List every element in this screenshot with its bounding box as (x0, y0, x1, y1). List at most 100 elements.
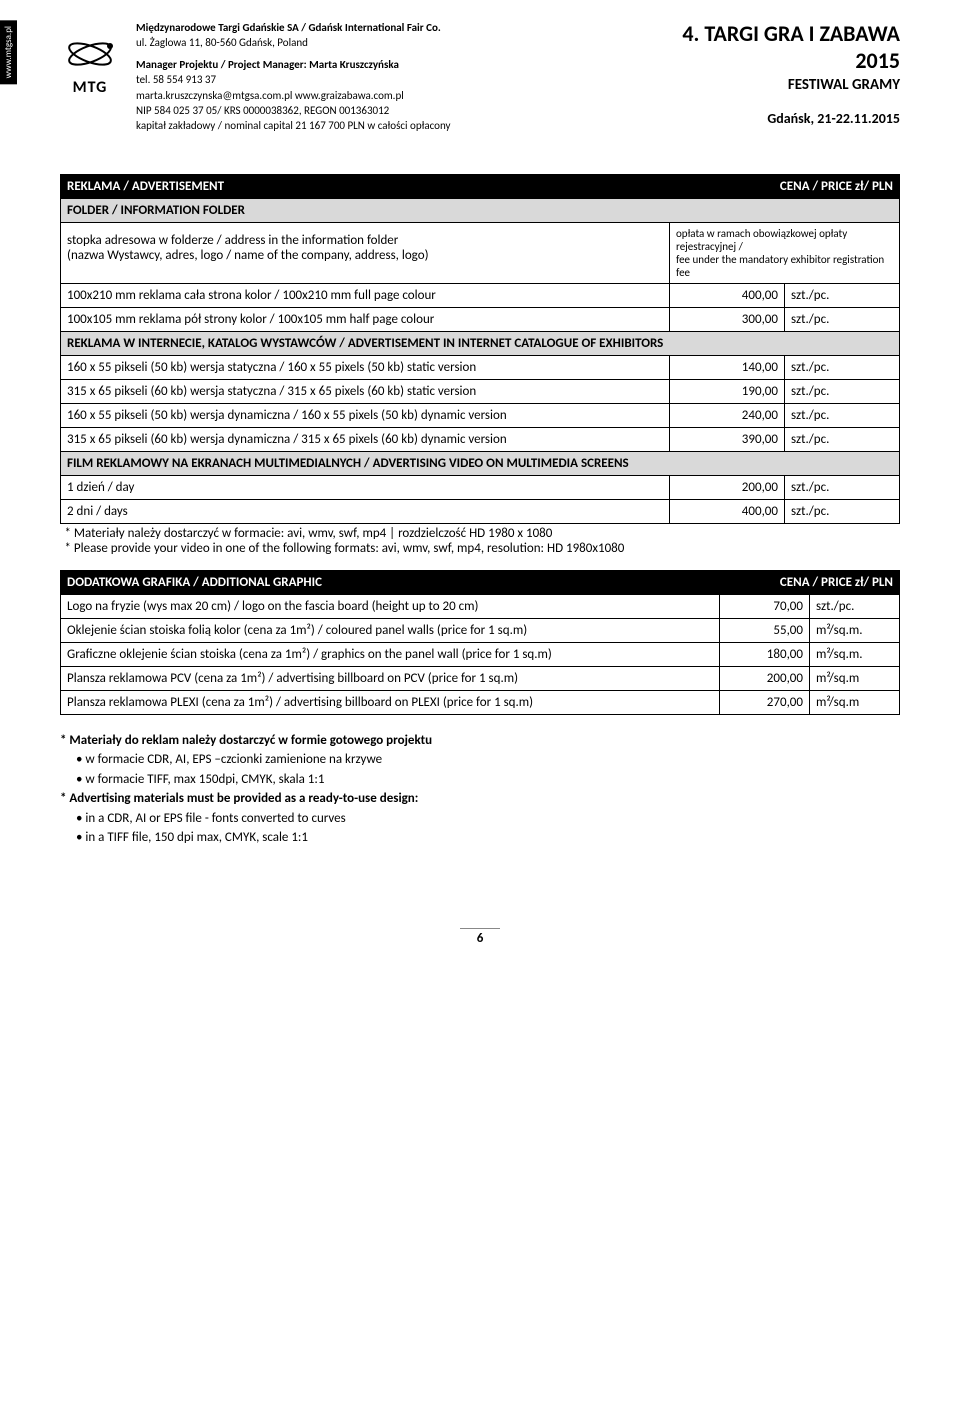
desc-cell: stopka adresowa w folderze / address in … (61, 222, 670, 283)
notes-line: • w formacie CDR, AI, EPS –czcionki zami… (60, 750, 900, 770)
price-cell: 200,00 (720, 666, 810, 690)
unit-cell: szt./pc. (785, 499, 900, 523)
table-row: Logo na fryzie (wys max 20 cm) / logo on… (61, 594, 900, 618)
table-row: Graficzne oklejenie ścian stoiska (cena … (61, 642, 900, 666)
event-subtitle: FESTIWAL GRAMY (682, 76, 900, 94)
unit-cell: szt./pc. (785, 283, 900, 307)
sub-header-internet: REKLAMA W INTERNECIE, KATALOG WYSTAWCÓW … (61, 331, 900, 355)
notes-line: • in a TIFF file, 150 dpi max, CMYK, sca… (60, 828, 900, 848)
unit-cell: szt./pc. (785, 403, 900, 427)
sub-header-row: FILM REKLAMOWY NA EKRANACH MULTIMEDIALNY… (61, 451, 900, 475)
table-row: 315 x 65 pikseli (60 kb) wersja dynamicz… (61, 427, 900, 451)
header-right-cell: CENA / PRICE zł/ PLN (720, 570, 900, 594)
price-cell: 240,00 (670, 403, 785, 427)
desc-cell: 315 x 65 pikseli (60 kb) wersja statyczn… (61, 379, 670, 403)
sub-header-row: FOLDER / INFORMATION FOLDER (61, 198, 900, 222)
price-cell: 55,00 (720, 618, 810, 642)
manager-label: Manager Projektu / Project Manager: Mart… (136, 57, 451, 72)
desc-cell: 160 x 55 pikseli (50 kb) wersja statyczn… (61, 355, 670, 379)
unit-cell: m²/sq.m. (810, 618, 900, 642)
unit-cell: m²/sq.m (810, 666, 900, 690)
desc-cell: 315 x 65 pikseli (60 kb) wersja dynamicz… (61, 427, 670, 451)
notes-line: • in a CDR, AI or EPS file - fonts conve… (60, 809, 900, 829)
price-cell: 400,00 (670, 283, 785, 307)
additional-graphic-table: DODATKOWA GRAFIKA / ADDITIONAL GRAPHIC C… (60, 570, 900, 715)
table-row: 1 dzień / day 200,00 szt./pc. (61, 475, 900, 499)
notes-block: * Materiały do reklam należy dostarczyć … (60, 731, 900, 848)
table-row: Plansza reklamowa PCV (cena za 1m²) / ad… (61, 666, 900, 690)
desc-cell: 100x105 mm reklama pół strony kolor / 10… (61, 307, 670, 331)
table-row: Plansza reklamowa PLEXI (cena za 1m²) / … (61, 690, 900, 714)
desc-cell: Graficzne oklejenie ścian stoiska (cena … (61, 642, 720, 666)
note-cell: opłata w ramach obowiązkowej opłaty reje… (670, 222, 900, 283)
sub-header-folder: FOLDER / INFORMATION FOLDER (61, 198, 900, 222)
price-cell: 200,00 (670, 475, 785, 499)
event-location: Gdańsk, 21-22.11.2015 (682, 110, 900, 127)
table-row: 160 x 55 pikseli (50 kb) wersja dynamicz… (61, 403, 900, 427)
desc-cell: Oklejenie ścian stoiska folią kolor (cen… (61, 618, 720, 642)
table-header-row: REKLAMA / ADVERTISEMENT CENA / PRICE zł/… (61, 174, 900, 198)
document-page: www.mtgsa.pl MTG Międzynarodowe Targi Gd… (0, 0, 960, 986)
company-name: Międzynarodowe Targi Gdańskie SA / Gdańs… (136, 20, 451, 35)
unit-cell: szt./pc. (810, 594, 900, 618)
price-cell: 270,00 (720, 690, 810, 714)
desc-cell: 1 dzień / day (61, 475, 670, 499)
company-nip: NIP 584 025 37 05/ KRS 0000038362, REGON… (136, 103, 451, 118)
desc-cell: Logo na fryzie (wys max 20 cm) / logo on… (61, 594, 720, 618)
table-row: Oklejenie ścian stoiska folią kolor (cen… (61, 618, 900, 642)
unit-cell: szt./pc. (785, 307, 900, 331)
event-year: 2015 (682, 47, 900, 74)
company-address: ul. Żaglowa 11, 80-560 Gdańsk, Poland (136, 35, 451, 50)
company-email-web: marta.kruszczynska@mtgsa.com.pl www.grai… (136, 88, 451, 103)
unit-cell: szt./pc. (785, 427, 900, 451)
footnote-1: * Materiały należy dostarczyć w formacie… (61, 523, 900, 541)
price-cell: 400,00 (670, 499, 785, 523)
price-cell: 390,00 (670, 427, 785, 451)
event-title: 4. TARGI GRA I ZABAWA (682, 20, 900, 47)
advertisement-table: REKLAMA / ADVERTISEMENT CENA / PRICE zł/… (60, 174, 900, 562)
side-tab: www.mtgsa.pl (0, 20, 17, 84)
sub-header-row: REKLAMA W INTERNECIE, KATALOG WYSTAWCÓW … (61, 331, 900, 355)
table-footnote-row: * Materiały należy dostarczyć w formacie… (61, 523, 900, 541)
company-info: Międzynarodowe Targi Gdańskie SA / Gdańs… (136, 20, 451, 134)
logo: MTG (60, 20, 120, 110)
notes-line: • w formacie TIFF, max 150dpi, CMYK, ska… (60, 770, 900, 790)
logo-text: MTG (73, 78, 108, 97)
table-row: 100x105 mm reklama pół strony kolor / 10… (61, 307, 900, 331)
footnote-2: * Please provide your video in one of th… (61, 541, 900, 562)
desc-cell: Plansza reklamowa PCV (cena za 1m²) / ad… (61, 666, 720, 690)
price-cell: 300,00 (670, 307, 785, 331)
table-footnote-row: * Please provide your video in one of th… (61, 541, 900, 562)
header-left-cell: REKLAMA / ADVERTISEMENT (61, 174, 670, 198)
unit-cell: m²/sq.m. (810, 642, 900, 666)
table-header-row: DODATKOWA GRAFIKA / ADDITIONAL GRAPHIC C… (61, 570, 900, 594)
company-capital: kapitał zakładowy / nominal capital 21 1… (136, 118, 451, 133)
header-right-cell: CENA / PRICE zł/ PLN (670, 174, 900, 198)
table-row: 2 dni / days 400,00 szt./pc. (61, 499, 900, 523)
table-row: 160 x 55 pikseli (50 kb) wersja statyczn… (61, 355, 900, 379)
page-number: 6 (460, 928, 500, 946)
price-cell: 180,00 (720, 642, 810, 666)
header-right: 4. TARGI GRA I ZABAWA 2015 FESTIWAL GRAM… (682, 20, 900, 134)
sub-header-video: FILM REKLAMOWY NA EKRANACH MULTIMEDIALNY… (61, 451, 900, 475)
mtg-logo-icon (65, 34, 115, 74)
header: MTG Międzynarodowe Targi Gdańskie SA / G… (60, 20, 900, 134)
price-cell: 70,00 (720, 594, 810, 618)
unit-cell: m²/sq.m (810, 690, 900, 714)
unit-cell: szt./pc. (785, 355, 900, 379)
table-row: 100x210 mm reklama cała strona kolor / 1… (61, 283, 900, 307)
notes-line: * Advertising materials must be provided… (60, 789, 900, 809)
header-left-cell: DODATKOWA GRAFIKA / ADDITIONAL GRAPHIC (61, 570, 720, 594)
notes-line: * Materiały do reklam należy dostarczyć … (60, 731, 900, 751)
price-cell: 140,00 (670, 355, 785, 379)
desc-cell: 160 x 55 pikseli (50 kb) wersja dynamicz… (61, 403, 670, 427)
table-row: stopka adresowa w folderze / address in … (61, 222, 900, 283)
company-tel: tel. 58 554 913 37 (136, 72, 451, 87)
desc-cell: 100x210 mm reklama cała strona kolor / 1… (61, 283, 670, 307)
table-row: 315 x 65 pikseli (60 kb) wersja statyczn… (61, 379, 900, 403)
price-cell: 190,00 (670, 379, 785, 403)
unit-cell: szt./pc. (785, 475, 900, 499)
header-left: MTG Międzynarodowe Targi Gdańskie SA / G… (60, 20, 451, 134)
desc-cell: 2 dni / days (61, 499, 670, 523)
unit-cell: szt./pc. (785, 379, 900, 403)
